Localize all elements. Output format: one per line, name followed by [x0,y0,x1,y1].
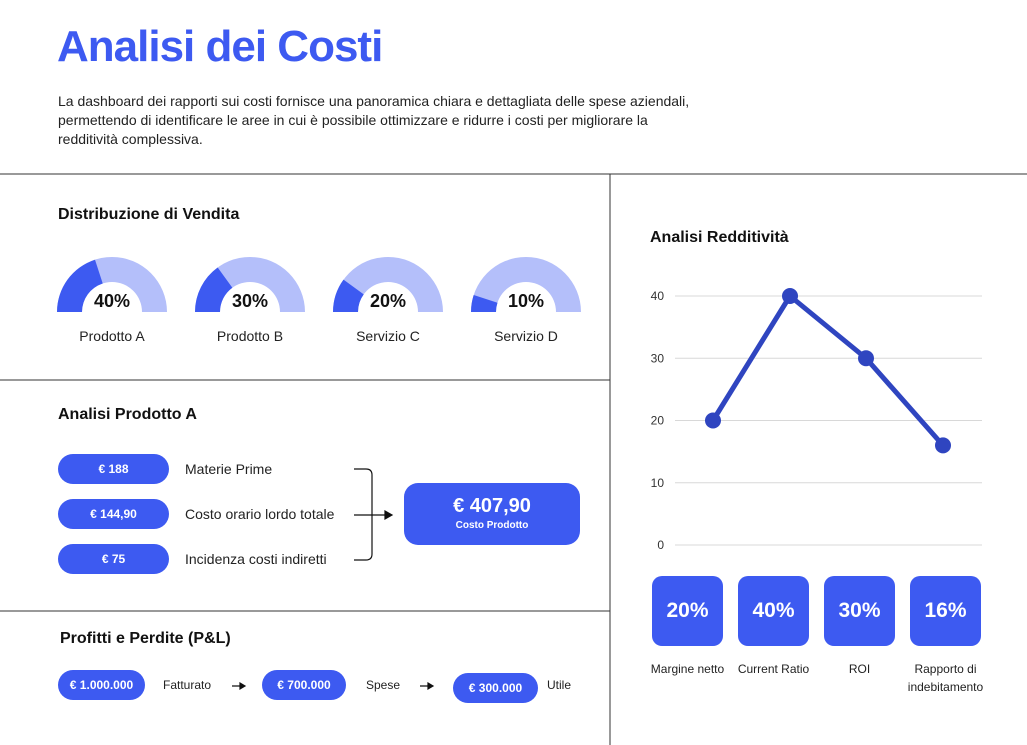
category-label: Margine netto [650,662,725,676]
category-label: Prodotto A [79,328,145,344]
y-tick-label: 0 [657,538,664,552]
category-label: Servizio C [356,328,420,344]
arrow [420,681,435,691]
arrow [232,681,247,691]
amount-pill: € 188 [58,454,169,484]
amount-pill: € 300.000 [453,673,538,703]
y-tick-label: 20 [651,414,665,428]
amount-pill: € 75 [58,544,169,574]
arrow [354,509,394,521]
total-amount: € 407,90 [453,495,531,517]
category-label: Prodotto B [217,328,283,344]
section-title: Analisi Prodotto A [58,406,197,423]
gauge-label: 40% [94,291,130,311]
section-title: Profitti e Perdite (P&L) [60,630,231,647]
point [935,437,951,454]
step-label: Fatturato [163,678,212,692]
gauge-value [57,259,103,312]
item-label: Costo orario lordo totale [185,506,335,522]
item-label: Incidenza costi indiretti [185,551,327,567]
amount-pill: € 1.000.000 [58,670,145,700]
section-title: Analisi Redditività [650,229,789,246]
metric-card: 30% [824,576,895,646]
y-tick-label: 10 [651,476,665,490]
metric-card: 20% [652,576,723,646]
section-title: Distribuzione di Vendita [58,206,239,223]
gauge-value [333,279,364,312]
item-label: Materie Prime [185,461,273,477]
gauge-value [471,295,498,312]
point [782,288,798,304]
gauge-value [195,267,233,312]
total-box: € 407,90 Costo Prodotto [404,483,580,545]
gauge-track [471,257,581,312]
y-tick-label: 30 [651,351,665,365]
gauge-label: 10% [508,291,544,311]
gauge-label: 20% [370,291,406,311]
page-title: Analisi dei Costi [57,22,383,71]
y-tick-label: 40 [651,289,665,303]
page-description: La dashboard dei rapporti sui costi forn… [58,93,690,147]
category-label: Current Ratio [737,662,810,676]
metric-card: 16% [910,576,981,646]
metric-card: 40% [738,576,809,646]
category-label: Servizio D [494,328,558,344]
line [710,293,945,448]
total-label: Costo Prodotto [455,520,529,531]
category-label: ROI [848,662,871,676]
gauge-label: 30% [232,291,268,311]
point [858,350,874,367]
amount-pill: € 700.000 [262,670,346,700]
amount-pill: € 144,90 [58,499,169,529]
point [705,412,721,429]
step-label: Spese [366,678,401,692]
step-label: Utile [547,678,572,692]
category-label: Rapporto di indebitamento [907,662,984,694]
